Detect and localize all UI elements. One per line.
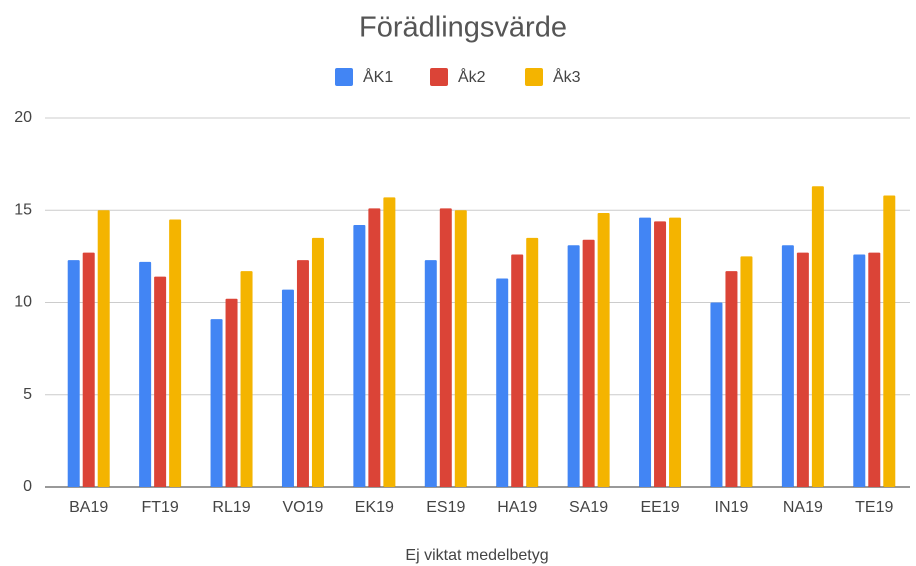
y-tick-label: 15 xyxy=(14,201,32,218)
bar xyxy=(669,217,682,487)
bar xyxy=(210,319,223,487)
bar xyxy=(526,237,539,487)
bar xyxy=(853,254,866,487)
x-tick-label: EK19 xyxy=(355,499,394,516)
bar xyxy=(154,276,167,487)
bar xyxy=(311,237,324,487)
bar xyxy=(368,208,381,487)
bar xyxy=(225,298,238,487)
bar xyxy=(511,254,524,487)
bar xyxy=(654,221,667,487)
y-tick-label: 20 xyxy=(14,109,32,126)
x-tick-label: IN19 xyxy=(715,499,749,516)
bar xyxy=(811,186,824,487)
x-tick-label: NA19 xyxy=(783,499,823,516)
legend-swatch xyxy=(430,68,448,86)
bar xyxy=(597,213,610,487)
bar xyxy=(796,252,809,487)
x-tick-label: FT19 xyxy=(141,499,178,516)
bar xyxy=(710,302,723,487)
bar xyxy=(353,225,366,487)
legend-label: Åk2 xyxy=(458,67,486,86)
y-tick-label: 0 xyxy=(23,478,32,495)
bar xyxy=(883,195,896,488)
y-tick-label: 5 xyxy=(23,386,32,403)
bar xyxy=(383,197,396,487)
x-axis-label: Ej viktat medelbetyg xyxy=(405,547,548,564)
bar xyxy=(439,208,452,487)
y-tick-label: 10 xyxy=(14,294,32,311)
legend-swatch xyxy=(335,68,353,86)
legend-label: ÅK1 xyxy=(363,67,393,86)
x-tick-label: VO19 xyxy=(282,499,323,516)
bar xyxy=(240,271,253,487)
x-tick-label: HA19 xyxy=(497,499,537,516)
x-tick-label: RL19 xyxy=(212,499,250,516)
x-tick-label: SA19 xyxy=(569,499,608,516)
x-tick-label: TE19 xyxy=(855,499,893,516)
bar xyxy=(169,219,182,487)
bar xyxy=(725,271,738,487)
bar xyxy=(139,261,152,487)
bar xyxy=(868,252,881,487)
bar xyxy=(496,278,509,487)
bar xyxy=(567,245,580,487)
x-tick-label: BA19 xyxy=(69,499,108,516)
legend-swatch xyxy=(525,68,543,86)
bar xyxy=(67,260,80,487)
bar xyxy=(740,256,753,487)
bar xyxy=(97,210,110,487)
bar xyxy=(82,252,95,487)
x-tick-label: EE19 xyxy=(640,499,679,516)
bar xyxy=(296,260,309,487)
bar xyxy=(639,217,652,487)
bar xyxy=(424,260,437,487)
x-tick-label: ES19 xyxy=(426,499,465,516)
bar xyxy=(281,289,294,487)
bar xyxy=(582,239,595,487)
bar xyxy=(781,245,794,487)
legend-label: Åk3 xyxy=(553,67,581,86)
chart-title: Förädlingsvärde xyxy=(359,12,567,44)
bar xyxy=(454,210,467,487)
